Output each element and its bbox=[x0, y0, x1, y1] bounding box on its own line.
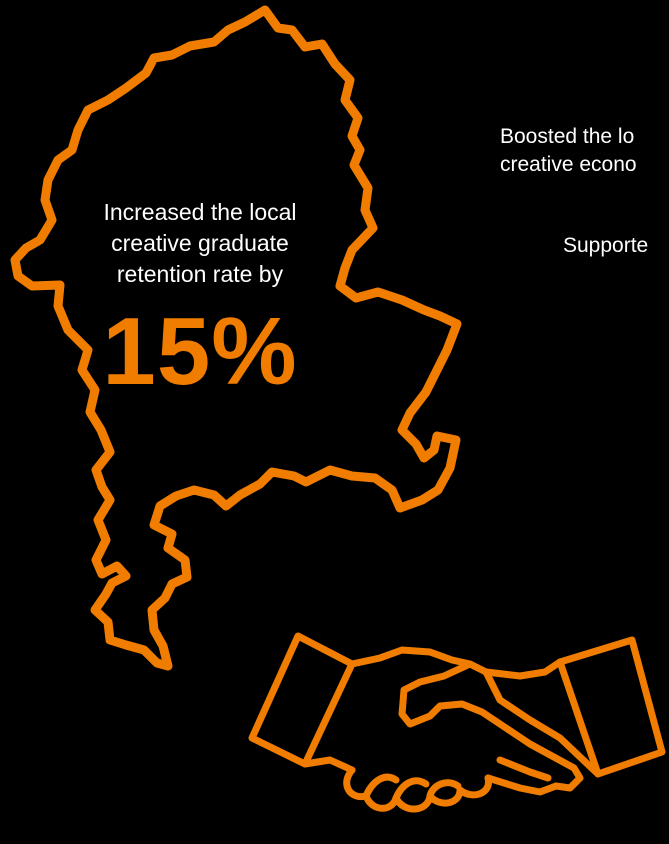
side-text-line-1: Boosted the lo bbox=[500, 125, 635, 148]
stat-value: 15% bbox=[102, 298, 298, 405]
stat-caption: Increased the local creative graduate re… bbox=[103, 199, 297, 287]
stat-block: Increased the local creative graduate re… bbox=[60, 197, 340, 400]
side-text-line-3: Supporte bbox=[563, 234, 649, 257]
side-text-line-2: creative econo bbox=[500, 153, 637, 176]
